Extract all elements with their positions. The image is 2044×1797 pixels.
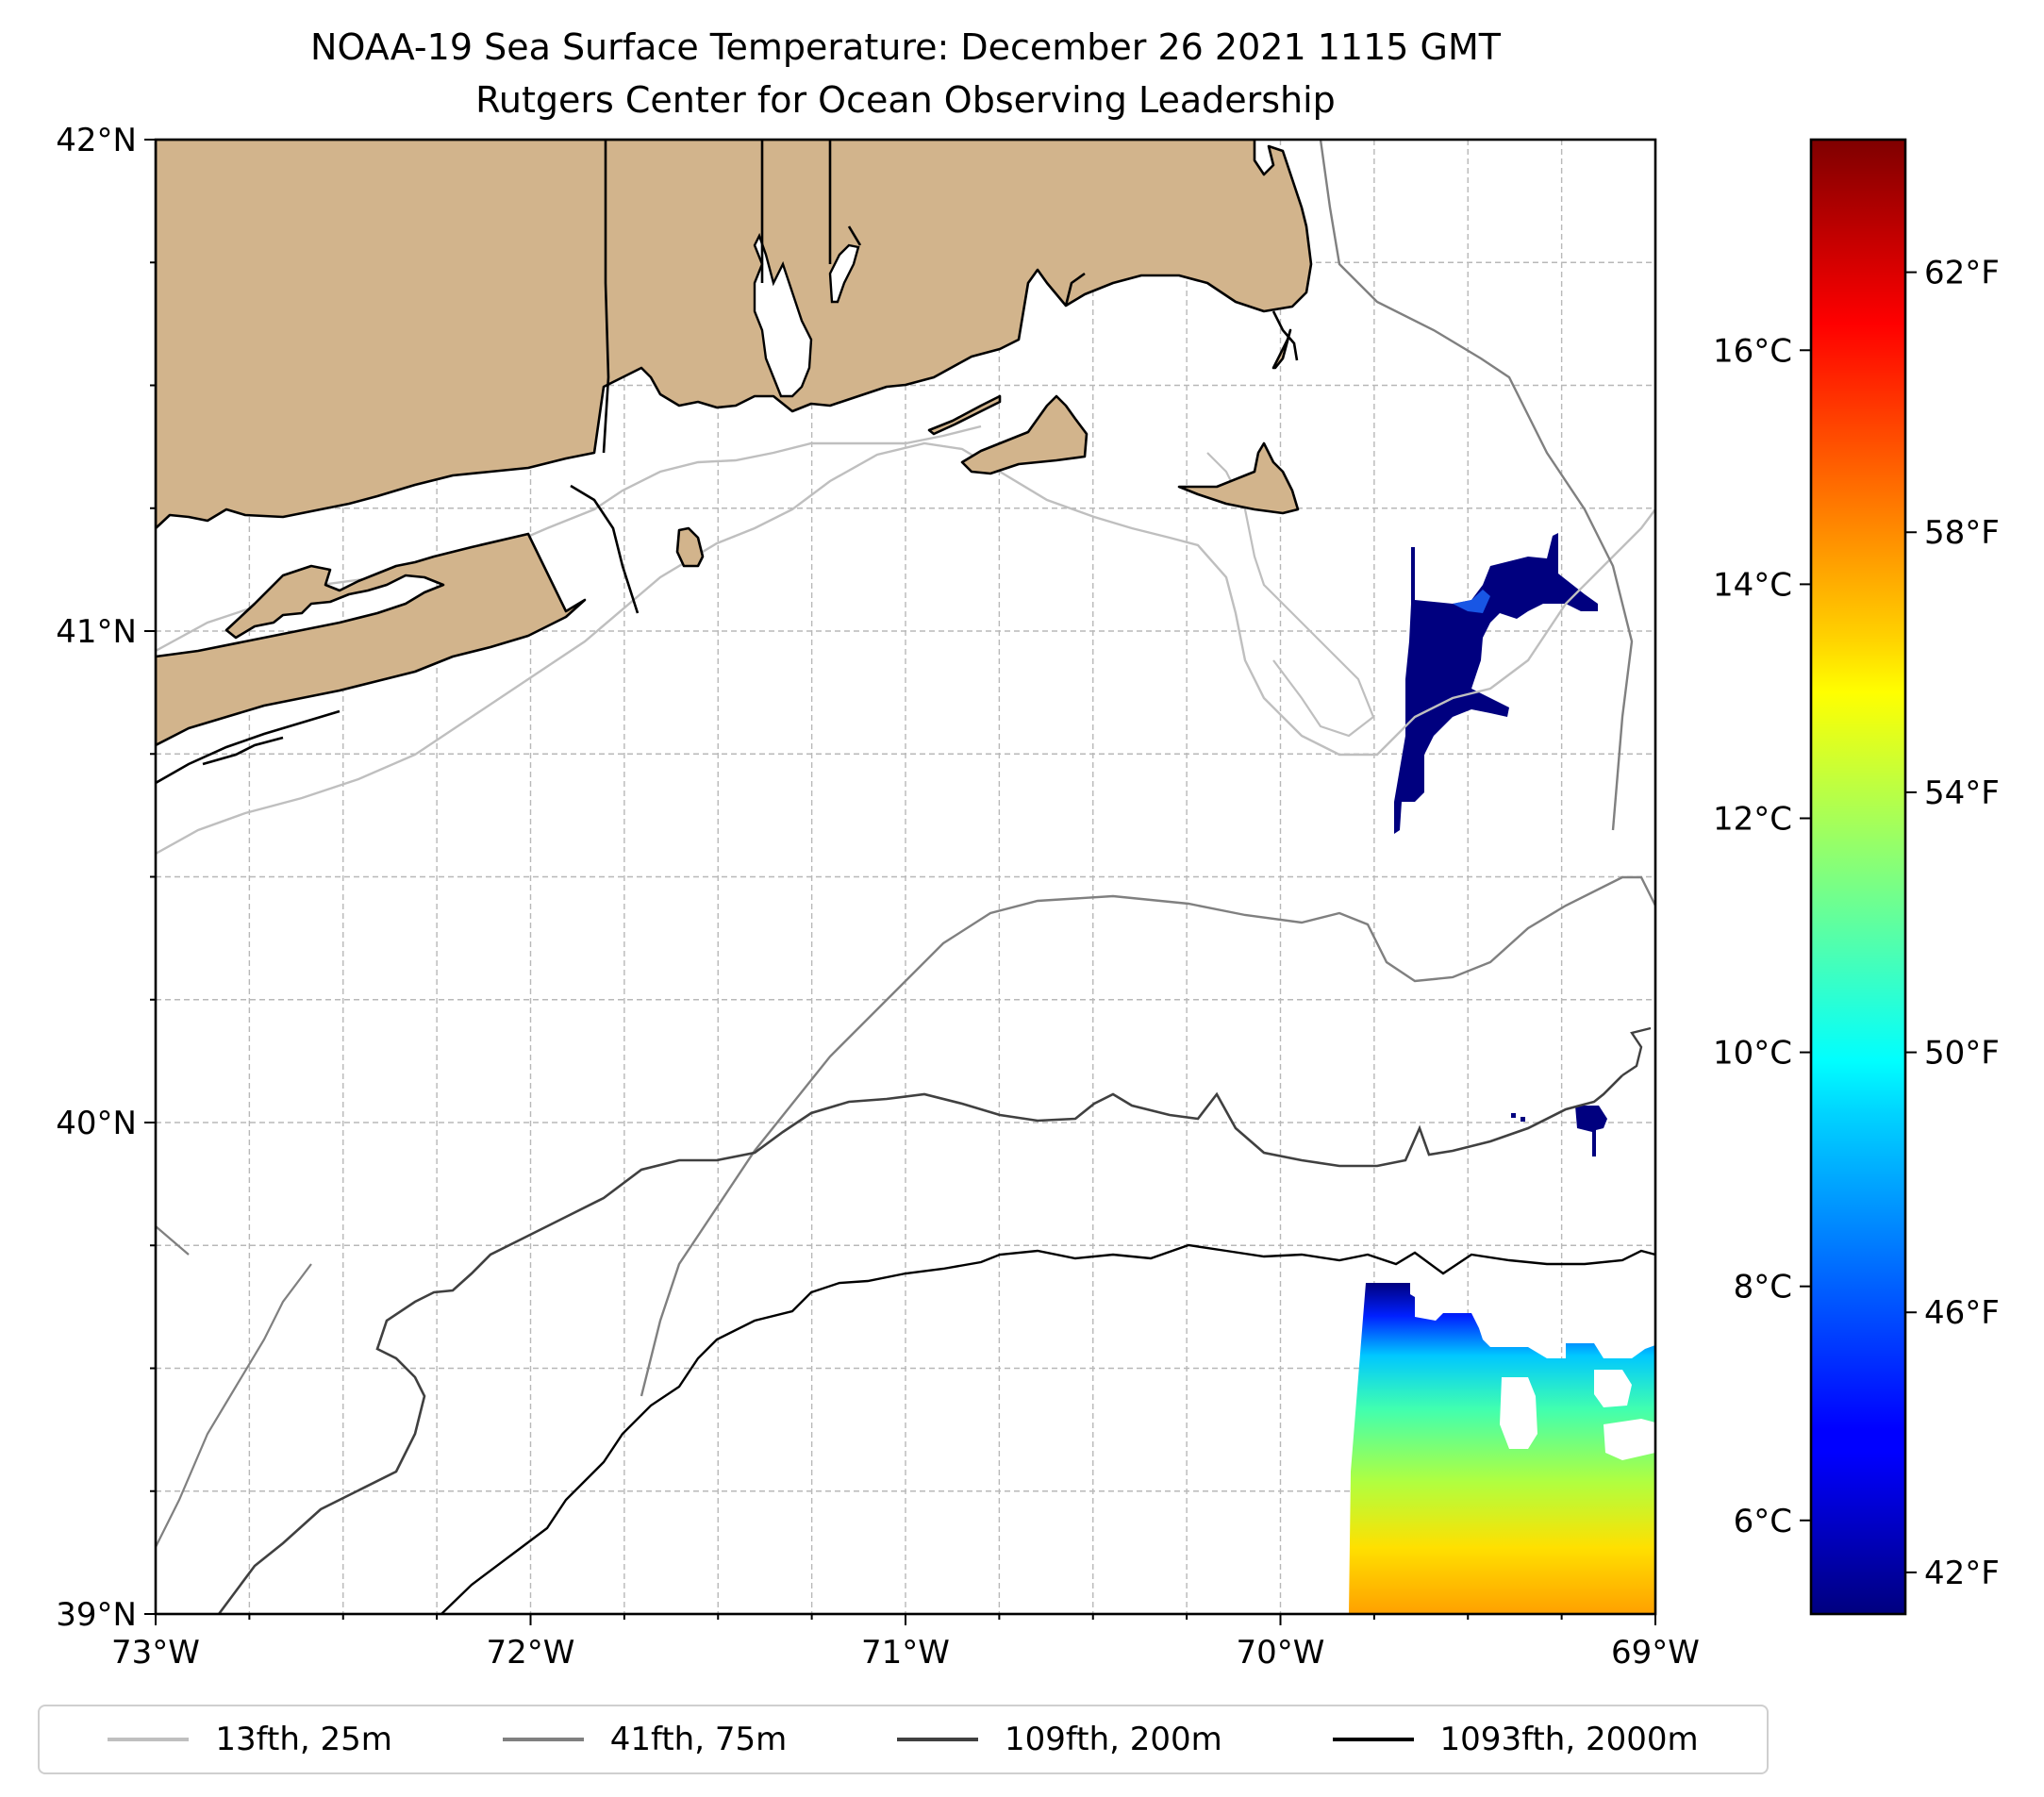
land-elizabeth-islands: [927, 394, 1002, 436]
fahrenheit-tick-label: 46°F: [1924, 1294, 2000, 1332]
coast-ri-1: [847, 225, 862, 246]
buzzards-bay: [828, 243, 860, 304]
colorbar-fahrenheit-axis: 62°F 58°F 54°F 50°F 46°F 42°F: [1905, 255, 2000, 1592]
lon-tick-label: 72°W: [487, 1634, 575, 1672]
legend-line-200m: [896, 1738, 978, 1741]
fahrenheit-tick-label: 58°F: [1924, 514, 2000, 552]
land-nantucket: [1177, 441, 1300, 515]
legend-label-25m: 13fth, 25m: [215, 1721, 392, 1758]
map-subtitle: Rutgers Center for Ocean Observing Leade…: [475, 79, 1336, 121]
celsius-tick-label: 8°C: [1734, 1269, 1792, 1306]
map-title: NOAA-19 Sea Surface Temperature: Decembe…: [310, 26, 1501, 68]
contour-75m-b: [1319, 140, 1634, 831]
fahrenheit-tick-label: 62°F: [1924, 255, 2000, 292]
coast-cape-bar: [1271, 310, 1299, 361]
celsius-tick-label: 6°C: [1734, 1503, 1792, 1540]
narragansett-bay: [753, 232, 813, 398]
coast-li-south-b: [202, 736, 284, 766]
celsius-tick-label: 16°C: [1713, 332, 1792, 370]
fahrenheit-tick-label: 54°F: [1924, 774, 2000, 812]
bays: [753, 232, 860, 398]
sst-patch-south-white: [1500, 1370, 1655, 1460]
sst-dot-1: [1511, 1113, 1516, 1118]
land-monomoy: [1271, 328, 1292, 370]
lon-tick-label: 73°W: [111, 1634, 200, 1672]
celsius-tick-label: 10°C: [1713, 1035, 1792, 1073]
legend-label-75m: 41fth, 75m: [609, 1721, 788, 1758]
lon-tick-label: 71°W: [861, 1634, 950, 1672]
land-block-island: [675, 526, 705, 568]
lon-tick-label: 69°W: [1611, 1634, 1700, 1672]
lat-tick-label: 40°N: [56, 1105, 137, 1142]
lat-tick-label: 42°N: [56, 122, 137, 159]
coast-li-south: [156, 709, 341, 785]
lon-tick-label: 70°W: [1237, 1634, 1325, 1672]
celsius-tick-label: 12°C: [1713, 800, 1792, 838]
land-long-island: [156, 532, 587, 747]
border-ny-lines: [570, 484, 640, 614]
lat-tick-label: 39°N: [56, 1596, 137, 1634]
contour-legend: 13fth, 25m 41fth, 75m 109fth, 200m 1093f…: [38, 1705, 1769, 1774]
celsius-tick-label: 14°C: [1713, 566, 1792, 604]
sst-patch-mid: [1575, 1106, 1607, 1156]
legend-item-25m: 13fth, 25m: [108, 1721, 392, 1758]
sst-patch-north: [1394, 533, 1598, 834]
contour-75m: [640, 875, 1655, 1397]
legend-item-200m: 109fth, 200m: [896, 1721, 1222, 1758]
sst-patch-north-light: [1453, 590, 1490, 613]
sst-data: [1349, 533, 1655, 1614]
colorbar-celsius-axis: 16°C 14°C 12°C 10°C 8°C 6°C: [1713, 332, 1811, 1540]
longitude-axis: 73°W 72°W 71°W 70°W 69°W: [111, 1614, 1700, 1672]
sst-patch-south: [1349, 1283, 1655, 1614]
legend-line-25m: [108, 1738, 190, 1741]
contour-200m-b: [1621, 1026, 1652, 1076]
legend-item-75m: 41fth, 75m: [502, 1721, 788, 1758]
fahrenheit-tick-label: 50°F: [1924, 1035, 2000, 1073]
contour-25m: [156, 441, 1655, 856]
border-ny-ct: [602, 140, 610, 454]
legend-item-2000m: 1093fth, 2000m: [1332, 1721, 1699, 1758]
legend-line-2000m: [1332, 1738, 1414, 1741]
legend-label-2000m: 1093fth, 2000m: [1439, 1721, 1699, 1758]
legend-label-200m: 109fth, 200m: [1004, 1721, 1222, 1758]
fahrenheit-tick-label: 42°F: [1924, 1555, 2000, 1592]
contour-200m: [217, 1074, 1623, 1614]
land-cape-cod-tip: [1064, 272, 1086, 307]
bathymetry-contours: [156, 140, 1655, 1614]
contour-25m-c: [1206, 452, 1375, 738]
land-marthas-vineyard: [960, 394, 1088, 475]
state-borders: [156, 140, 1299, 785]
contour-75m-c: [156, 1263, 312, 1548]
land-new-england: [156, 140, 1313, 530]
colorbar: [1809, 138, 1907, 1616]
latitude-axis: 42°N 41°N 40°N 39°N: [56, 122, 156, 1634]
contour-2000m: [440, 1243, 1655, 1614]
land: [156, 140, 1313, 747]
map-area: [156, 140, 1655, 1614]
sst-dot-2: [1521, 1117, 1525, 1122]
contour-75m-d: [156, 1225, 190, 1256]
lat-tick-label: 41°N: [56, 613, 137, 651]
legend-line-75m: [502, 1738, 584, 1741]
